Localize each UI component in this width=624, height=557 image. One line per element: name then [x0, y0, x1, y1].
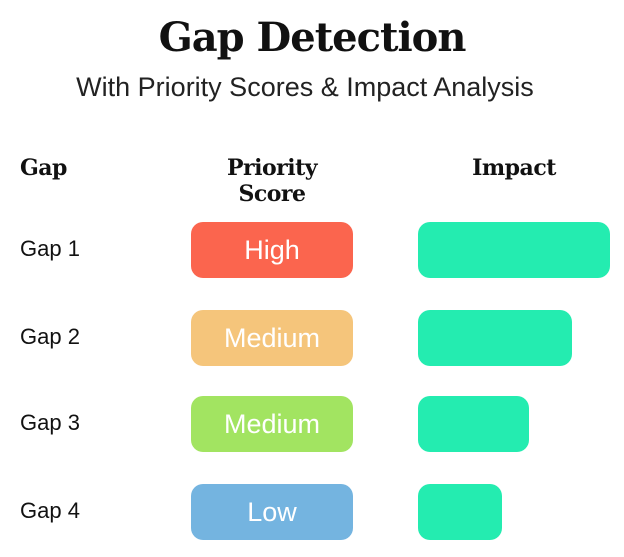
column-header-gap: Gap: [20, 155, 67, 181]
row-label-gap-1: Gap 1: [20, 236, 80, 261]
priority-badge-gap-1: High: [191, 222, 353, 278]
page-title: Gap Detection: [158, 14, 467, 61]
priority-badge-gap-4: Low: [191, 484, 353, 540]
impact-bar-gap-3: [418, 396, 529, 452]
priority-badge-gap-2: Medium: [191, 310, 353, 366]
column-header-priority-score: Priority Score: [226, 155, 318, 207]
impact-bar-gap-4: [418, 484, 502, 540]
priority-badge-gap-3: Medium: [191, 396, 353, 452]
column-header-impact: Impact: [472, 155, 556, 181]
row-label-gap-4: Gap 4: [20, 498, 80, 523]
row-label-gap-2: Gap 2: [20, 324, 80, 349]
impact-bar-gap-2: [418, 310, 572, 366]
impact-bar-gap-1: [418, 222, 610, 278]
page-subtitle: With Priority Scores & Impact Analysis: [76, 72, 534, 102]
row-label-gap-3: Gap 3: [20, 410, 80, 435]
